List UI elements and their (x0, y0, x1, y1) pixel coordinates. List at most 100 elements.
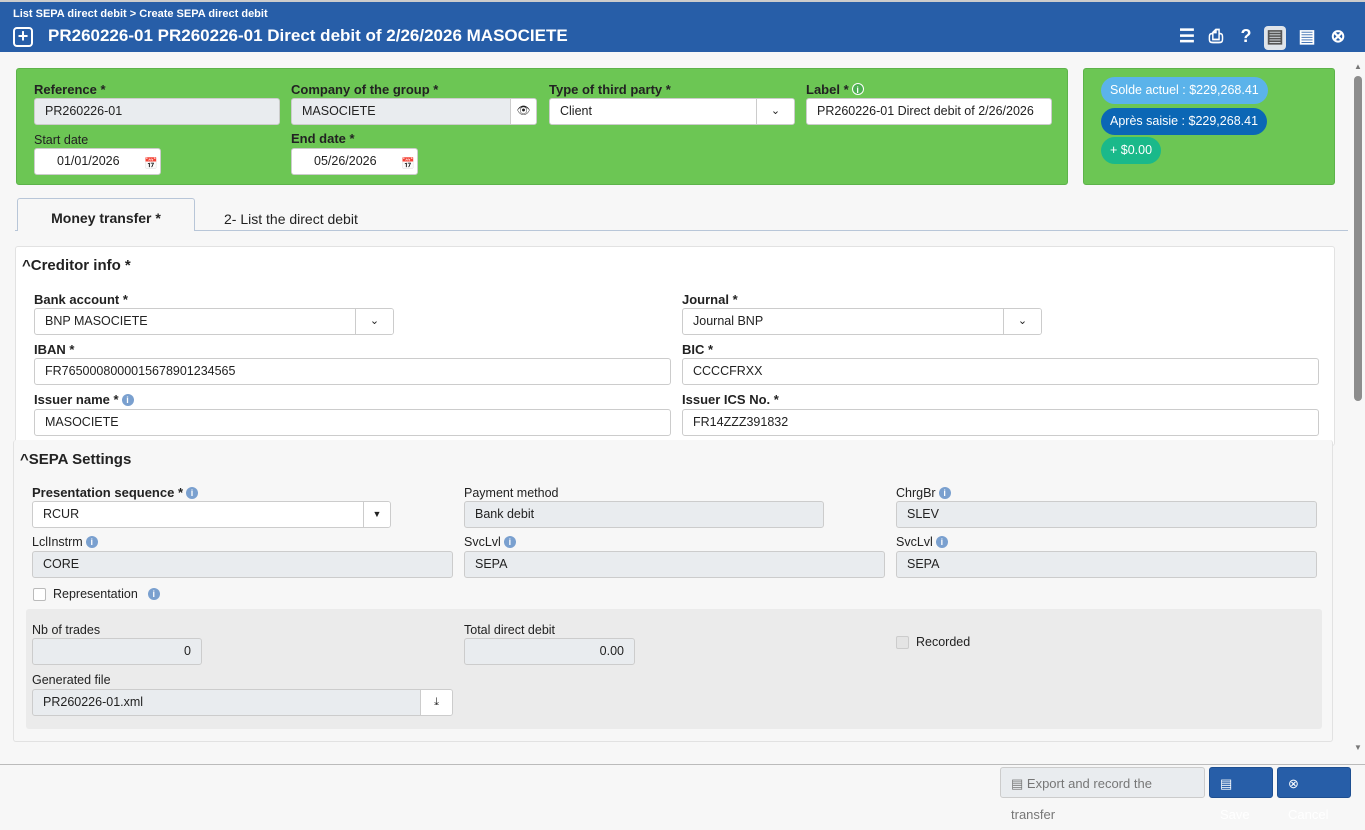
info-icon[interactable]: i (147, 588, 160, 600)
download-icon[interactable]: ⤓ (420, 690, 452, 715)
third-party-value: Client (560, 104, 592, 118)
export-record-button[interactable]: ▤ Export and record the transfer (1000, 767, 1205, 822)
header-form-panel: Reference * PR260226-01 Company of the g… (16, 68, 1068, 185)
journal-label: Journal * (682, 292, 738, 307)
info-icon[interactable]: i (186, 487, 198, 499)
breadcrumb-list[interactable]: List SEPA direct debit (13, 8, 127, 20)
third-party-select[interactable]: Client ⌄ (549, 98, 795, 125)
info-icon[interactable]: i (935, 536, 948, 548)
end-date-field[interactable]: 05/26/2026 📅 (291, 148, 418, 175)
footer-divider (0, 764, 1365, 765)
svclvl-field[interactable]: SEPA (464, 551, 885, 578)
sepa-section-header[interactable]: ^SEPA Settings (20, 451, 131, 468)
company-value: MASOCIETE (302, 104, 376, 118)
total-direct-debit-field[interactable]: 0.00 (464, 638, 635, 665)
info-icon[interactable]: i (121, 394, 134, 406)
iban-field[interactable]: FR7650008000015678901234565 (34, 358, 671, 385)
eye-icon[interactable]: 👁 (510, 99, 536, 124)
journal-value: Journal BNP (693, 314, 764, 328)
label-label-text: Label * (806, 82, 849, 97)
company-field[interactable]: MASOCIETE 👁 (291, 98, 537, 125)
presentation-sequence-label-text: Presentation sequence * (32, 485, 183, 500)
print-icon[interactable]: ⎙ (1208, 26, 1224, 46)
close-icon[interactable]: ⊗ (1330, 26, 1346, 46)
breadcrumb-current: Create SEPA direct debit (139, 8, 268, 20)
scroll-up-icon[interactable]: ▲ (1354, 62, 1362, 71)
total-direct-debit-label: Total direct debit (464, 623, 556, 637)
chrgbr-field[interactable]: SLEV (896, 501, 1317, 528)
issuer-name-field[interactable]: MASOCIETE (34, 409, 671, 436)
tab-money-transfer[interactable]: Money transfer * (17, 198, 195, 231)
presentation-sequence-select[interactable]: RCUR ▼ (32, 501, 391, 528)
third-party-label: Type of third party * (549, 82, 671, 97)
journal-select[interactable]: Journal BNP ⌄ (682, 308, 1042, 335)
svclvl-label: SvcLvl i (464, 535, 516, 549)
lclinstrm-field[interactable]: CORE (32, 551, 453, 578)
menu-icon[interactable]: ☰ (1178, 26, 1196, 46)
header: List SEPA direct debit > Create SEPA dir… (0, 0, 1365, 52)
payment-method-label: Payment method (464, 486, 559, 500)
save-alt-icon[interactable]: ▤ (1298, 26, 1316, 46)
save-icon: ▤ (1011, 776, 1027, 791)
bank-account-select[interactable]: BNP MASOCIETE ⌄ (34, 308, 394, 335)
bic-field[interactable]: CCCCFRXX (682, 358, 1319, 385)
bic-label: BIC * (682, 342, 714, 357)
save-button[interactable]: ▤ Save (1209, 767, 1273, 822)
save-icon[interactable]: ▤ (1264, 26, 1286, 50)
recorded-label: Recorded (916, 635, 971, 649)
reference-label: Reference * (34, 82, 106, 97)
start-date-field[interactable]: 01/01/2026 📅 (34, 148, 161, 175)
scroll-down-icon[interactable]: ▼ (1354, 743, 1362, 752)
recorded-checkbox[interactable] (896, 636, 909, 649)
collapse-icon[interactable]: ^ (22, 257, 31, 274)
label-label: Label * i (806, 82, 864, 97)
representation-checkbox[interactable] (33, 588, 46, 601)
save-icon: ▤ (1220, 776, 1233, 791)
creditor-section-header[interactable]: ^Creditor info * (22, 257, 131, 274)
presentation-sequence-value: RCUR (43, 507, 80, 521)
reference-field[interactable]: PR260226-01 (34, 98, 280, 125)
generated-file-label: Generated file (32, 673, 111, 687)
end-date-label: End date * (291, 131, 355, 146)
sepa-section: ^SEPA Settings Presentation sequence * i … (13, 440, 1333, 742)
bank-account-value: BNP MASOCIETE (45, 314, 148, 328)
svclvl-label-text: SvcLvl (464, 535, 501, 549)
lclinstrm-label-text: LclInstrm (32, 535, 83, 549)
scrollbar[interactable]: ▲ ▼ (1351, 58, 1365, 760)
svclvl-2-field[interactable]: SEPA (896, 551, 1317, 578)
issuer-name-label-text: Issuer name * (34, 392, 119, 407)
scrollbar-thumb[interactable] (1354, 76, 1362, 401)
chrgbr-label-text: ChrgBr (896, 486, 936, 500)
sepa-title: SEPA Settings (28, 451, 132, 468)
issuer-ics-label: Issuer ICS No. * (682, 392, 779, 407)
caret-down-icon: ▼ (363, 502, 390, 527)
current-balance-badge: Solde actuel : $229,268.41 (1101, 77, 1268, 104)
help-icon[interactable]: ? (1240, 26, 1252, 46)
chevron-down-icon: ⌄ (1003, 309, 1041, 334)
cancel-button[interactable]: ⊗ Cancel (1277, 767, 1351, 822)
bank-account-label: Bank account * (34, 292, 128, 307)
issuer-ics-field[interactable]: FR14ZZZ391832 (682, 409, 1319, 436)
info-icon[interactable]: i (503, 536, 516, 548)
payment-method-field[interactable]: Bank debit (464, 501, 824, 528)
calendar-icon[interactable]: 📅 (401, 158, 415, 170)
export-label: Export and record the transfer (1011, 776, 1152, 822)
close-icon: ⊗ (1288, 776, 1299, 791)
info-icon[interactable]: i (851, 83, 864, 95)
lclinstrm-label: LclInstrm i (32, 535, 98, 549)
generated-file-field[interactable]: PR260226-01.xml ⤓ (32, 689, 453, 716)
calendar-icon[interactable]: 📅 (144, 158, 158, 170)
chevron-down-icon: ⌄ (355, 309, 393, 334)
creditor-section: ^Creditor info * Bank account * BNP MASO… (15, 246, 1335, 446)
collapse-icon[interactable]: ^ (20, 451, 29, 468)
info-icon[interactable]: i (938, 487, 951, 499)
start-date-value: 01/01/2026 (57, 154, 120, 168)
label-field[interactable]: PR260226-01 Direct debit of 2/26/2026 (806, 98, 1052, 125)
nb-trades-field[interactable]: 0 (32, 638, 202, 665)
svclvl-2-label-text: SvcLvl (896, 535, 933, 549)
info-icon[interactable]: i (85, 536, 98, 548)
svclvl-2-label: SvcLvl i (896, 535, 948, 549)
representation-label: Representation i (53, 587, 160, 601)
tab-list-direct-debit[interactable]: 2- List the direct debit (224, 211, 358, 227)
representation-label-text: Representation (53, 587, 138, 601)
